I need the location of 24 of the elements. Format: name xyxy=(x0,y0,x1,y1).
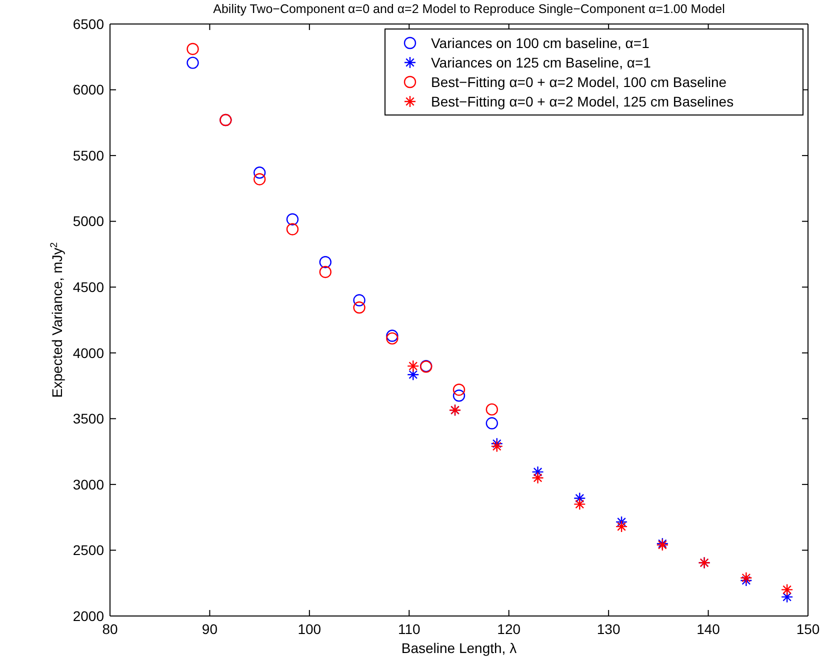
y-tick-label: 3500 xyxy=(72,410,104,427)
y-tick-label: 2500 xyxy=(72,542,104,558)
x-tick-label: 110 xyxy=(398,621,421,637)
x-tick-label: 100 xyxy=(298,621,322,637)
y-tick-label: 4500 xyxy=(72,279,104,296)
y-tick-label: 6500 xyxy=(72,16,104,32)
x-tick-label: 80 xyxy=(102,621,118,637)
y-tick-label: 2000 xyxy=(72,608,104,624)
legend-label: Variances on 125 cm Baseline, α=1 xyxy=(431,54,652,70)
y-tick-label: 5500 xyxy=(72,147,104,164)
x-tick-label: 130 xyxy=(596,621,620,637)
chart-title: Ability Two−Component α=0 and α=2 Model to Reproduce Single−Component α=1.00 Model xyxy=(213,2,725,16)
legend-label: Best−Fitting α=0 + α=2 Model, 125 cm Baselines xyxy=(431,93,734,110)
y-tick-label: 6000 xyxy=(72,82,104,98)
y-tick-label: 5000 xyxy=(72,213,104,230)
y-tick-label: 4000 xyxy=(72,344,104,361)
legend-label: Variances on 100 cm baseline, α=1 xyxy=(431,34,650,51)
x-tick-label: 150 xyxy=(796,621,820,637)
legend-label: Best−Fitting α=0 + α=2 Model, 100 cm Baseline xyxy=(431,74,727,90)
x-tick-label: 120 xyxy=(497,621,521,637)
x-axis-title: Baseline Length, λ xyxy=(401,640,517,656)
x-tick-label: 90 xyxy=(202,621,218,637)
y-tick-label: 3000 xyxy=(72,476,104,492)
x-tick-label: 140 xyxy=(696,621,720,637)
